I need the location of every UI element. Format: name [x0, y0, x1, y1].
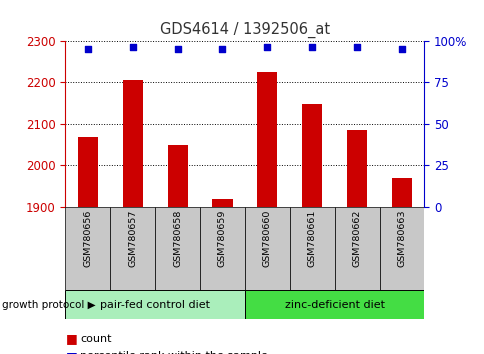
Point [129, 45, 136, 50]
Text: GSM780658: GSM780658 [173, 210, 182, 267]
Bar [391, 178, 411, 207]
Text: GSM780662: GSM780662 [352, 210, 361, 267]
Text: GSM780660: GSM780660 [262, 210, 272, 267]
Text: GSM780663: GSM780663 [396, 210, 406, 267]
Bar [65, 207, 110, 290]
Bar [378, 207, 424, 290]
Title: GDS4614 / 1392506_at: GDS4614 / 1392506_at [160, 22, 329, 38]
Bar [244, 290, 424, 319]
Bar [212, 199, 232, 207]
Text: GSM780661: GSM780661 [307, 210, 316, 267]
Text: pair-fed control diet: pair-fed control diet [100, 300, 210, 310]
Point [84, 46, 91, 52]
Bar [77, 137, 98, 207]
Point [397, 46, 405, 52]
Point [308, 45, 316, 50]
Text: GSM780657: GSM780657 [128, 210, 137, 267]
Bar [244, 207, 289, 290]
Bar [289, 207, 334, 290]
Bar [65, 290, 244, 319]
Text: percentile rank within the sample: percentile rank within the sample [80, 352, 267, 354]
Bar [200, 207, 244, 290]
Bar [302, 104, 322, 207]
Text: GSM780659: GSM780659 [217, 210, 227, 267]
Point [263, 45, 271, 50]
Bar [155, 207, 200, 290]
Bar [122, 80, 143, 207]
Text: GSM780656: GSM780656 [83, 210, 92, 267]
Bar [110, 207, 155, 290]
Bar [346, 130, 366, 207]
Text: ■: ■ [65, 332, 77, 345]
Point [218, 46, 226, 52]
Bar [167, 145, 187, 207]
Text: growth protocol ▶: growth protocol ▶ [2, 300, 96, 310]
Bar [334, 207, 378, 290]
Text: count: count [80, 334, 111, 344]
Point [173, 46, 181, 52]
Bar [257, 72, 277, 207]
Point [352, 45, 360, 50]
Text: zinc-deficient diet: zinc-deficient diet [284, 300, 384, 310]
Text: ■: ■ [65, 350, 77, 354]
